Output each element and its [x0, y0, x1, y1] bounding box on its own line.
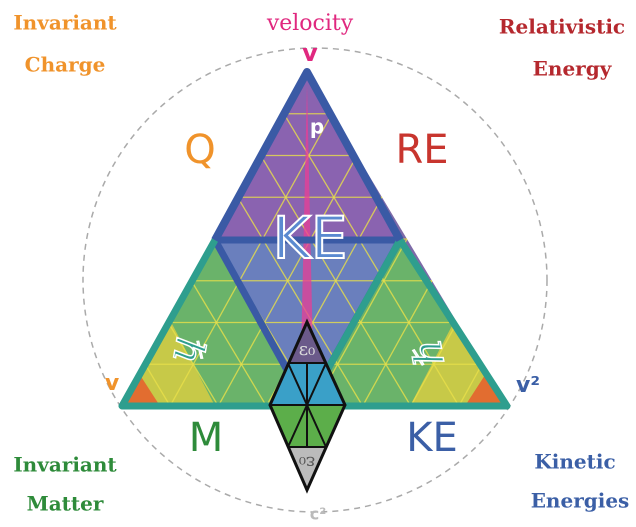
region-label: Q	[184, 127, 215, 173]
momentum-label: p	[310, 115, 324, 139]
diamond-label: ε₀	[299, 452, 316, 473]
grid-line	[144, 363, 171, 407]
vertex-label: v	[105, 371, 120, 396]
dashed-circle	[82, 47, 548, 513]
vertex-label: v²	[516, 373, 540, 398]
teal-outline	[118, 236, 511, 410]
corner-label: Matter	[27, 492, 104, 516]
grid-line	[362, 280, 433, 407]
grid-line	[237, 196, 364, 407]
diamond-outline	[268, 318, 347, 494]
velocity-label: velocity	[266, 11, 354, 36]
region-label: KE	[406, 415, 458, 461]
grid-line	[169, 113, 333, 407]
right-red	[465, 375, 507, 406]
left-red	[122, 375, 160, 406]
corner-label: Energies	[531, 489, 630, 513]
region-label: RE	[395, 127, 448, 173]
diamond-label: ε₀	[299, 339, 316, 360]
corner-label: Charge	[25, 53, 106, 77]
corner-label: Invariant	[13, 453, 117, 477]
top-outline	[211, 68, 404, 242]
diamond	[268, 318, 347, 494]
corner-label: Relativistic	[499, 15, 625, 39]
grid-line	[190, 280, 267, 407]
corner-label: Invariant	[13, 11, 117, 35]
vertex-label: v	[302, 39, 318, 67]
diamond-bottom	[288, 447, 326, 490]
corner-label: Kinetic	[534, 450, 615, 474]
region-label: M	[189, 415, 224, 461]
corner-label: Energy	[533, 57, 613, 81]
diamond-lines	[270, 362, 345, 448]
grid-line	[458, 363, 483, 407]
grid-line	[283, 113, 460, 407]
vertex-label: c²	[310, 505, 327, 524]
center-label: KE	[273, 204, 348, 272]
